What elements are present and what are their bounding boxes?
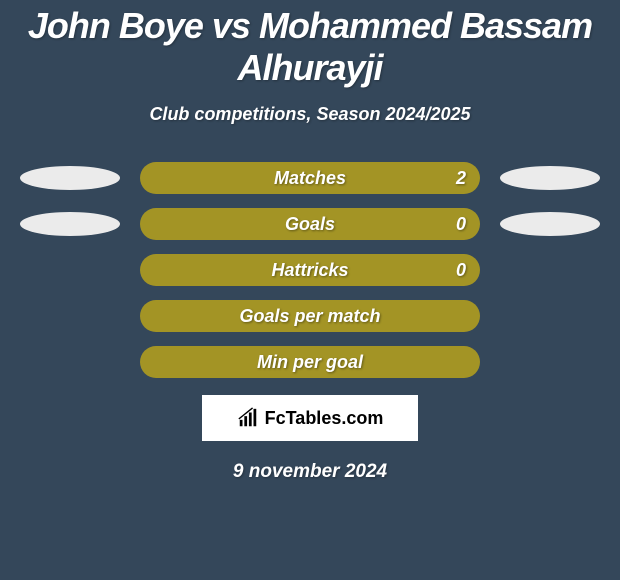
subtitle: Club competitions, Season 2024/2025 <box>0 104 620 125</box>
fctables-logo: FcTables.com <box>202 395 418 441</box>
stat-label: Min per goal <box>257 352 363 373</box>
left-ellipse-spacer <box>20 350 120 374</box>
stat-row-hattricks: Hattricks 0 <box>0 247 620 293</box>
stat-label: Goals per match <box>239 306 380 327</box>
page-title: John Boye vs Mohammed Bassam Alhurayji <box>0 0 620 89</box>
stat-row-goals-per-match: Goals per match <box>0 293 620 339</box>
stat-bar: Min per goal <box>140 346 480 378</box>
right-ellipse-spacer <box>500 304 600 328</box>
stat-label: Hattricks <box>271 260 348 281</box>
right-ellipse <box>500 166 600 190</box>
left-ellipse <box>20 212 120 236</box>
date-text: 9 november 2024 <box>0 461 620 483</box>
stat-bar: Goals 0 <box>140 208 480 240</box>
stat-rows: Matches 2 Goals 0 Hattricks 0 Goals per … <box>0 155 620 385</box>
stat-row-matches: Matches 2 <box>0 155 620 201</box>
stat-row-min-per-goal: Min per goal <box>0 339 620 385</box>
right-ellipse-spacer <box>500 258 600 282</box>
right-ellipse <box>500 212 600 236</box>
logo-text: FcTables.com <box>265 408 384 429</box>
stat-bar: Goals per match <box>140 300 480 332</box>
stat-value: 2 <box>456 168 466 189</box>
chart-icon <box>237 407 259 429</box>
stat-value: 0 <box>456 260 466 281</box>
left-ellipse-spacer <box>20 304 120 328</box>
stat-label: Goals <box>285 214 335 235</box>
stat-value: 0 <box>456 214 466 235</box>
right-ellipse-spacer <box>500 350 600 374</box>
left-ellipse <box>20 166 120 190</box>
stat-bar: Matches 2 <box>140 162 480 194</box>
left-ellipse-spacer <box>20 258 120 282</box>
stat-bar: Hattricks 0 <box>140 254 480 286</box>
stat-label: Matches <box>274 168 346 189</box>
stat-row-goals: Goals 0 <box>0 201 620 247</box>
